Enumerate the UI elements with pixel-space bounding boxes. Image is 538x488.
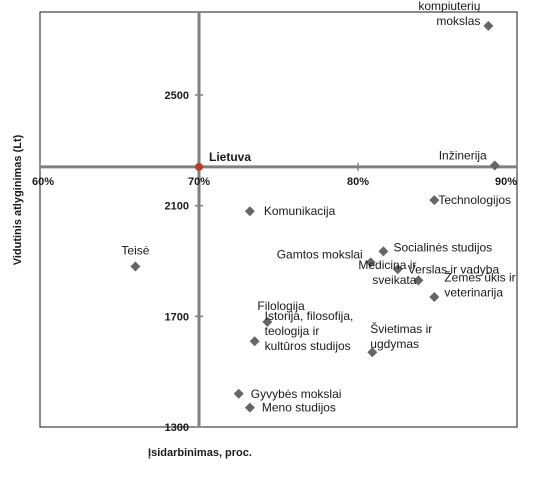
data-point-marker xyxy=(130,261,141,272)
data-point-label: Verslas ir vadyba xyxy=(408,262,500,276)
data-point-label: Filologija xyxy=(257,299,305,313)
data-point-label-line: Švietimas ir xyxy=(370,321,432,336)
data-point-label: Inžinerija xyxy=(439,149,487,163)
data-point-marker xyxy=(244,402,255,413)
data-point-label-line: kompiuterių xyxy=(418,0,480,13)
data-point-label-line: sveikata xyxy=(372,273,416,287)
x-tick-label: 90% xyxy=(495,176,517,188)
y-tick-labels: 1300 1700 2100 2500 xyxy=(165,90,203,434)
data-point-marker xyxy=(244,206,255,217)
data-point-label: Gamtos mokslai xyxy=(277,247,363,261)
y-tick-label: 1300 xyxy=(165,422,189,434)
data-point-label-line: teologija ir xyxy=(265,324,320,338)
data-point-marker xyxy=(367,347,378,358)
data-point-label-line: kultūros studijos xyxy=(265,339,351,353)
data-point-marker xyxy=(378,246,389,257)
crossing-axes xyxy=(40,12,517,427)
data-point-label-line: Žemės ūkis ir xyxy=(444,269,515,284)
data-point-marker xyxy=(413,275,424,286)
data-point-marker xyxy=(365,257,376,268)
data-point-label-line: Istorija, filosofija, xyxy=(265,309,354,323)
data-point-label: Meno studijos xyxy=(262,401,336,415)
point-labels: Matematika irkompiuteriųmokslas Inžinerij… xyxy=(121,0,515,415)
data-point-marker xyxy=(249,336,260,347)
data-point-label-line: Medicina ir xyxy=(358,258,416,272)
data-point-label-line: Teisė xyxy=(121,244,149,258)
data-points xyxy=(130,20,500,413)
data-point-label: Žemės ūkis ir veterinarija xyxy=(444,269,515,299)
reference-point-marker xyxy=(195,162,203,171)
data-point-label: Medicina ir sveikata xyxy=(358,258,416,287)
y-tick-label: 2500 xyxy=(165,90,189,102)
data-point-label: Švietimas ir ugdymas xyxy=(370,321,432,351)
data-point-label: Teisė xyxy=(121,244,149,258)
data-point-label-line: Gamtos mokslai xyxy=(277,247,363,261)
y-tick-label: 1700 xyxy=(165,311,189,323)
x-axis-title: Įsidarbinimas, proc. xyxy=(148,447,252,459)
data-point-marker xyxy=(233,388,244,399)
y-axis-title: Vidutinis atlyginimas (Lt) xyxy=(12,134,24,265)
data-point-label-line: Gyvybės mokslai xyxy=(251,387,342,401)
x-tick-label: 70% xyxy=(188,176,210,188)
data-point-label: Technologijos xyxy=(438,193,511,207)
data-point-marker xyxy=(489,160,500,171)
data-point-label-line: Verslas ir vadyba xyxy=(408,262,500,276)
data-point-marker xyxy=(429,195,440,206)
data-point-label-line: Inžinerija xyxy=(439,149,487,163)
reference-point-label: Lietuva xyxy=(209,150,251,164)
data-point-label-line: Technologijos xyxy=(438,193,511,207)
data-point-label-line: Socialinės studijos xyxy=(393,240,492,254)
data-point-label-line: Filologija xyxy=(257,299,305,313)
data-point-label: Komunikacija xyxy=(264,204,336,218)
data-point-label: Istorija, filosofija, teologija ir kultūro… xyxy=(265,309,354,353)
data-point-label: Socialinės studijos xyxy=(393,240,492,254)
data-point-label: Matematika irkompiuteriųmokslas xyxy=(408,0,480,28)
data-point-label-line: Meno studijos xyxy=(262,401,336,415)
data-point-marker xyxy=(483,20,494,31)
data-point-label-line: Komunikacija xyxy=(264,204,336,218)
data-point-label-line: ugdymas xyxy=(370,337,419,351)
data-point-marker xyxy=(392,264,403,275)
data-point-label-line: mokslas xyxy=(436,14,480,28)
data-point-marker xyxy=(262,316,273,327)
x-tick-label: 80% xyxy=(347,176,369,188)
data-point-marker xyxy=(429,291,440,302)
data-point-label-line: veterinarija xyxy=(444,285,503,299)
data-point-label: Gyvybės mokslai xyxy=(251,387,342,401)
plot-frame xyxy=(39,11,518,428)
y-tick-label: 2100 xyxy=(165,201,189,213)
x-tick-label: 60% xyxy=(32,176,54,188)
